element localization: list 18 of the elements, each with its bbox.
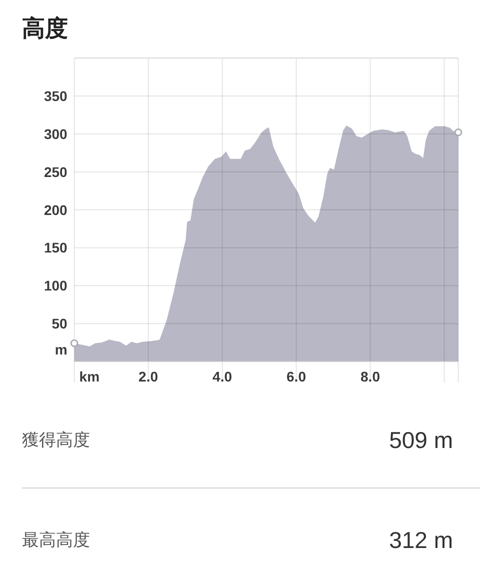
xtick: 2.0 <box>138 368 158 384</box>
ytick: 350 <box>44 88 68 104</box>
xtick: 6.0 <box>286 368 306 384</box>
title: 高度 <box>22 15 68 41</box>
xtick: 4.0 <box>212 368 232 384</box>
xlabel: km <box>79 368 100 384</box>
ytick: 250 <box>44 164 68 180</box>
xtick: 8.0 <box>360 368 380 384</box>
ytick: 300 <box>44 126 68 142</box>
ytick: 100 <box>44 278 68 294</box>
ytick: 50 <box>52 316 68 332</box>
annotation: 獲得高度 <box>22 430 90 450</box>
annotation: 最高高度 <box>22 530 90 550</box>
ylabel: m <box>54 342 68 358</box>
ytick: 150 <box>44 240 68 256</box>
ytick: 200 <box>44 202 68 218</box>
annotation: 509 m <box>389 427 453 453</box>
annotation: 312 m <box>389 527 453 553</box>
